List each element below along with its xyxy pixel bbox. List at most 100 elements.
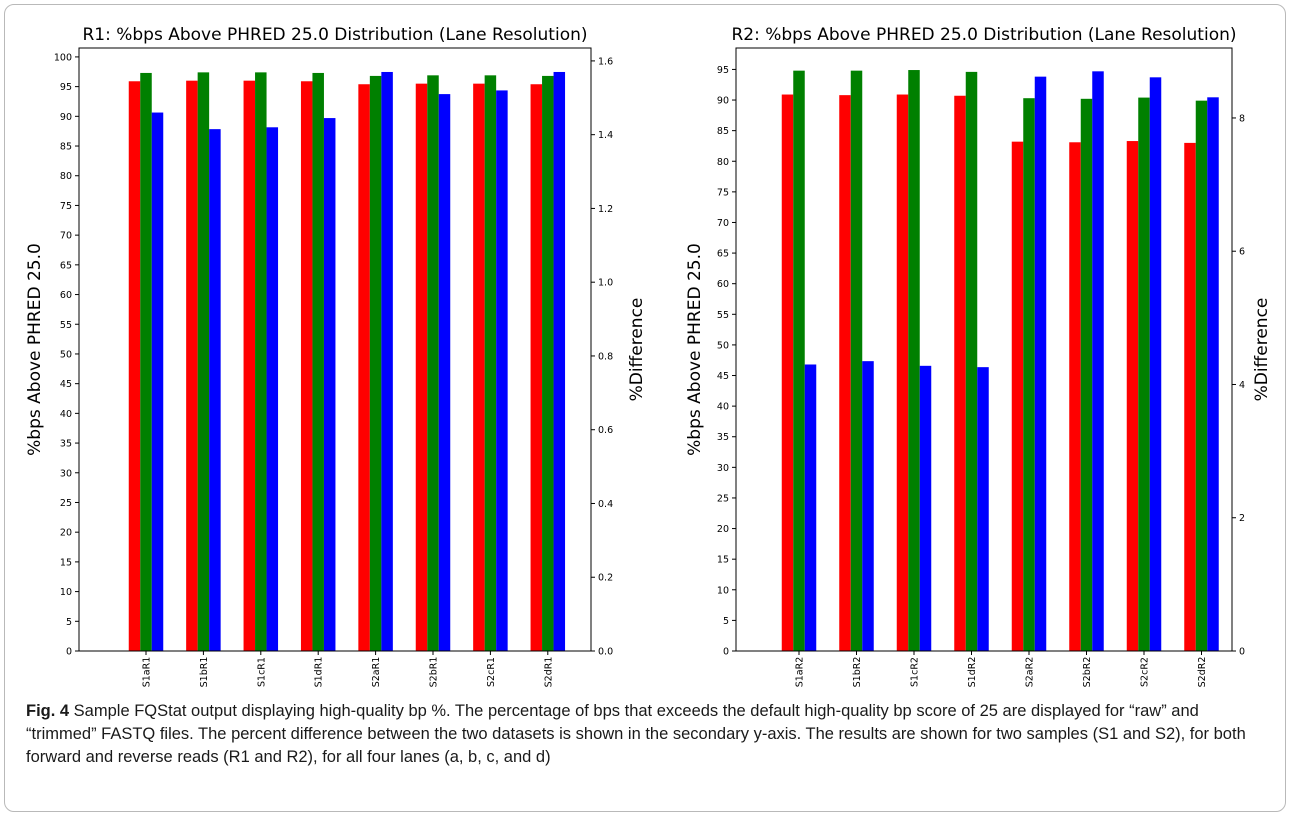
chart2-y2-tick-label: 4	[1239, 380, 1245, 391]
chart2-y-tick-label: 55	[717, 310, 729, 321]
chart2-y-tick-label: 20	[717, 524, 729, 535]
chart1-bar-S2bR1-series-3	[438, 94, 451, 652]
chart2-category-label: S2cR2	[1140, 657, 1151, 687]
chart1-bar-S1bR1-series-3	[209, 129, 221, 651]
chart1-bar-S1dR1-series-1	[300, 81, 313, 651]
chart2-category-label: S1bR2	[852, 657, 863, 688]
chart2-bar-S2cR2-series-2	[1138, 97, 1150, 652]
chart2-bar-S1cR2-series-2	[908, 70, 920, 652]
chart2-category-label: S1aR2	[795, 657, 806, 688]
chart1-bar-S1cR1-series-2	[255, 72, 267, 652]
chart2-y-tick-label: 10	[717, 585, 729, 596]
chart1-y-tick-label: 40	[60, 409, 72, 420]
chart1-y2-axis-label: %Difference	[627, 298, 647, 402]
chart1-y2-tick-label: 1.4	[598, 130, 613, 141]
chart2-y-tick-label: 80	[717, 157, 729, 168]
chart1-category-label: S2dR1	[543, 657, 554, 688]
chart2-bar-S2dR2-series-3	[1207, 97, 1219, 651]
chart1-y-tick-label: 0	[66, 647, 72, 658]
chart1-x-axis-label: samples	[296, 699, 375, 700]
chart2-y-tick-label: 75	[717, 187, 729, 198]
chart1-category-label: S2aR1	[371, 657, 382, 688]
chart1-bar-S2aR1-series-2	[369, 75, 382, 652]
chart2-y-tick-label: 70	[717, 218, 729, 229]
chart1-y-tick-label: 70	[60, 231, 72, 242]
charts-canvas: 0510152025303540455055606570758085909510…	[25, 25, 1272, 700]
chart2-bar-S1cR2-series-3	[919, 365, 932, 651]
chart1-bar-S1dR1-series-3	[323, 118, 336, 651]
chart2-bar-S2cR2-series-3	[1149, 77, 1162, 651]
chart1-y2-tick-label: 0.4	[598, 499, 613, 510]
chart2-bar-S1aR2-series-3	[804, 364, 817, 651]
chart2-y-tick-label: 0	[723, 647, 729, 658]
chart1-category-label: S1bR1	[199, 657, 210, 688]
chart2-title: R2: %bps Above PHRED 25.0 Distribution (…	[731, 25, 1236, 45]
chart2-y-tick-label: 90	[717, 96, 729, 107]
chart2-bar-S1bR2-series-1	[839, 95, 851, 651]
chart1-bar-S1aR1-series-2	[140, 72, 152, 651]
chart2-y-tick-label: 25	[717, 493, 729, 504]
chart1-y2-tick-label: 0.8	[598, 351, 613, 362]
chart2-bar-S2dR2-series-2	[1195, 100, 1208, 651]
chart2-bar-S2bR2-series-3	[1092, 71, 1104, 651]
chart1-bar-S2cR1-series-1	[473, 83, 485, 651]
chart2-y-tick-label: 85	[717, 126, 729, 137]
chart1-y-tick-label: 50	[60, 349, 72, 360]
chart1-bar-S1cR1-series-1	[243, 80, 256, 652]
chart1-bar-S2dR1-series-1	[530, 84, 543, 652]
chart2-category-label: S2aR2	[1025, 657, 1036, 688]
chart1-bar-S2cR1-series-2	[484, 75, 497, 651]
chart2-bar-S1aR2-series-2	[793, 70, 805, 651]
chart1-y2-tick-label: 0.6	[598, 425, 613, 436]
chart1-y-axis-label: %bps Above PHRED 25.0	[25, 243, 45, 456]
chart2-bar-S2aR2-series-2	[1023, 98, 1035, 651]
chart1-bar-S1dR1-series-2	[312, 72, 324, 651]
caption-text: Sample FQStat output displaying high-qua…	[26, 702, 1246, 766]
chart1-y-tick-label: 95	[60, 82, 72, 93]
chart1-bar-S1aR1-series-1	[128, 81, 141, 651]
chart2-y-tick-label: 5	[723, 616, 729, 627]
chart2-y-tick-label: 40	[717, 402, 729, 413]
chart1-bar-S1cR1-series-3	[266, 127, 279, 652]
chart1-y2-tick-label: 0.2	[598, 573, 613, 584]
chart2-bar-S1dR2-series-2	[965, 71, 978, 651]
chart2-plot-frame	[735, 47, 1233, 652]
chart2-y2-axis-label: %Difference	[1252, 298, 1272, 402]
chart1-y-tick-label: 30	[60, 468, 72, 479]
chart2-bar-S1cR2-series-1	[896, 94, 909, 651]
chart2-y-tick-label: 95	[717, 65, 729, 76]
chart1-y-tick-label: 45	[60, 379, 72, 390]
chart1-category-label: S2cR1	[486, 657, 497, 687]
chart1-bar-S2bR1-series-1	[415, 83, 428, 651]
chart2-y-tick-label: 30	[717, 463, 729, 474]
chart2-bar-S2aR2-series-1	[1011, 141, 1024, 651]
chart1-y-tick-label: 65	[60, 260, 72, 271]
chart1-y2-tick-label: 0.0	[598, 647, 613, 658]
chart1-y-tick-label: 25	[60, 498, 72, 509]
chart1-y-tick-label: 80	[60, 171, 72, 182]
chart2-y2-tick-label: 6	[1239, 247, 1245, 258]
chart2-y2-tick-label: 0	[1239, 647, 1245, 658]
chart2-y-tick-label: 45	[717, 371, 729, 382]
chart2-y-tick-label: 15	[717, 555, 729, 566]
chart1-bar-S2dR1-series-3	[553, 71, 566, 652]
chart2-y-tick-label: 60	[717, 279, 729, 290]
chart1-y-tick-label: 85	[60, 142, 72, 153]
chart2-bar-S1bR2-series-2	[850, 70, 863, 651]
chart1-category-label: S1dR1	[314, 657, 325, 688]
chart2-y-tick-label: 65	[717, 249, 729, 260]
chart1-y-tick-label: 100	[54, 52, 72, 63]
chart1-bar-S1bR1-series-1	[186, 80, 198, 652]
chart1-y-tick-label: 10	[60, 587, 72, 598]
chart1-bar-S2aR1-series-1	[358, 84, 370, 652]
figure-caption: Fig. 4 Sample FQStat output displaying h…	[26, 700, 1266, 769]
chart2-bar-S2aR2-series-3	[1034, 76, 1047, 651]
chart2-bar-S2dR2-series-1	[1184, 142, 1196, 651]
chart1-y-tick-label: 15	[60, 557, 72, 568]
chart1-bar-S2dR1-series-2	[542, 75, 554, 652]
chart1-y-tick-label: 75	[60, 201, 72, 212]
chart1-title: R1: %bps Above PHRED 25.0 Distribution (…	[82, 25, 587, 45]
chart1-category-label: S2bR1	[429, 657, 440, 688]
chart1-y2-tick-label: 1.0	[598, 278, 613, 289]
chart1-y-tick-label: 35	[60, 439, 72, 450]
